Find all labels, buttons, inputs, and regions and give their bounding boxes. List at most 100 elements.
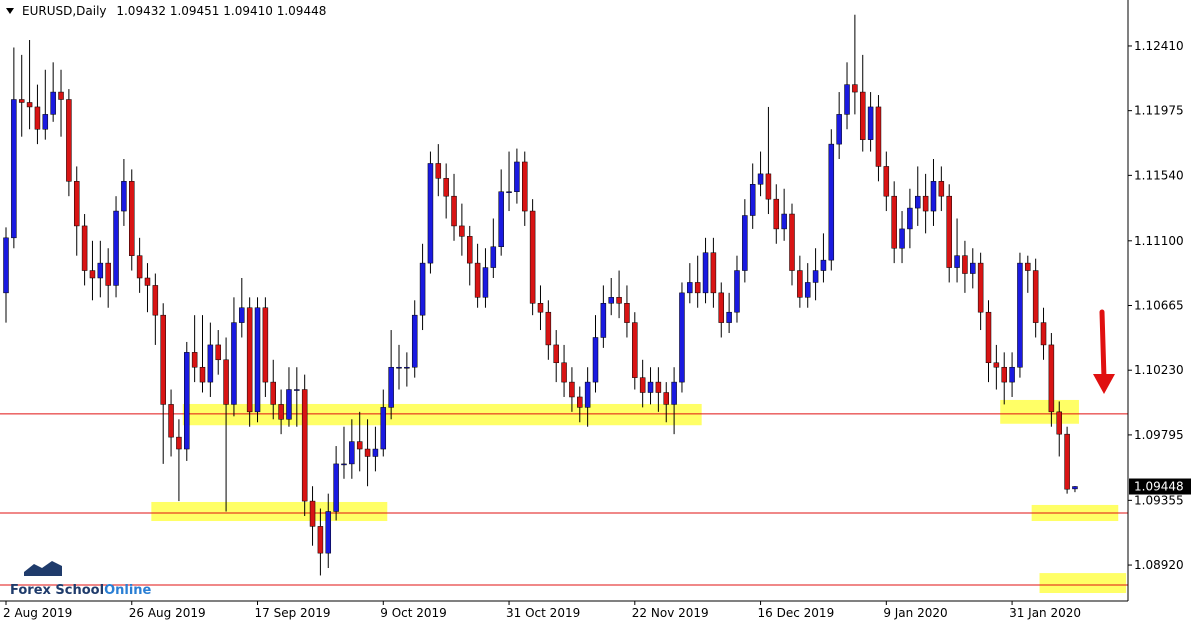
candle-body — [317, 526, 324, 554]
candle-body — [372, 448, 379, 457]
arrow — [1093, 309, 1115, 394]
candle-body — [254, 307, 261, 413]
candle-body — [207, 344, 214, 383]
candle-body — [694, 282, 701, 294]
y-tick-label: 1.11100 — [1134, 234, 1184, 248]
candle-body — [42, 114, 49, 130]
candle-body — [97, 262, 104, 279]
candle-body — [797, 270, 803, 298]
candle-body — [915, 195, 921, 209]
candle-body — [600, 303, 607, 338]
candle-body — [325, 511, 332, 554]
candle-body — [930, 181, 937, 212]
candle-body — [710, 252, 717, 294]
candle-body — [443, 178, 449, 197]
candle-body — [18, 99, 25, 103]
y-tick-label: 1.11540 — [1134, 168, 1184, 182]
candle-body — [184, 352, 190, 450]
open-label: 1.09432 — [116, 4, 166, 18]
candle-body — [168, 404, 174, 438]
candle-body — [121, 181, 127, 212]
candle-body — [50, 91, 56, 115]
y-tick-label: 1.11975 — [1134, 104, 1184, 118]
candle-body — [773, 198, 780, 230]
low-label: 1.09410 — [223, 4, 273, 18]
candle-body — [341, 463, 347, 466]
candle-body — [1072, 486, 1078, 490]
candle-body — [867, 106, 874, 140]
zone — [1000, 399, 1079, 424]
candle-body — [938, 181, 945, 197]
candle-body — [105, 262, 111, 286]
y-tick-label: 1.10230 — [1134, 363, 1184, 377]
candle-body — [160, 314, 166, 405]
candle-body — [427, 163, 434, 264]
candle-body — [459, 225, 465, 237]
x-tick-label: 9 Jan 2020 — [883, 606, 947, 620]
candle-body — [632, 322, 638, 378]
y-tick-label: 1.09355 — [1134, 493, 1184, 507]
candle-body — [58, 91, 64, 100]
candle-body — [993, 362, 1000, 368]
candle-body — [144, 277, 151, 286]
candle-body — [608, 297, 614, 304]
axes: 1.12410 1.11975 1.11540 1.11100 1.10665 1.102… — [3, 39, 1184, 620]
price-tag-label: 1.09448 — [1134, 480, 1184, 494]
candle-body — [89, 270, 96, 279]
y-tick-label: 1.09795 — [1134, 428, 1184, 442]
candle-body — [985, 311, 992, 364]
candle-body — [66, 99, 72, 182]
candle-body — [309, 500, 316, 527]
candle-body — [113, 210, 119, 286]
candle-body — [26, 102, 33, 108]
candle-body — [301, 389, 308, 502]
high-label: 1.09451 — [170, 4, 220, 18]
candle-body — [734, 270, 740, 313]
logo-right: Online — [104, 583, 151, 598]
candle-body — [388, 366, 394, 408]
candle-body — [639, 377, 646, 393]
candle-body — [537, 303, 544, 313]
candle-body — [970, 262, 976, 274]
candle-body — [474, 262, 481, 298]
candle-body — [577, 396, 583, 408]
x-tick-label: 9 Oct 2019 — [380, 606, 447, 620]
candle-body — [687, 282, 693, 294]
candle-body — [616, 297, 622, 304]
candle-body — [561, 362, 567, 383]
candle-body — [364, 448, 371, 457]
candle-body — [1064, 433, 1070, 490]
candle-body — [726, 311, 732, 323]
zone — [182, 403, 702, 426]
candle-body — [742, 215, 748, 271]
candles — [3, 14, 1078, 576]
candle-body — [239, 307, 245, 323]
candle-body — [34, 106, 41, 130]
candle-body — [828, 143, 835, 261]
arrow-shaft — [1099, 309, 1107, 381]
candle-body — [482, 267, 489, 298]
candle-body — [962, 255, 968, 274]
candle-body — [498, 191, 504, 248]
candle-body — [286, 389, 292, 420]
candle-body — [490, 246, 497, 268]
candle-body — [176, 436, 182, 450]
candle-body — [789, 213, 795, 271]
candle-body — [922, 195, 929, 212]
candle-body — [294, 389, 300, 391]
candle-body — [671, 381, 677, 405]
y-tick-label: 1.12410 — [1134, 39, 1184, 53]
y-tick-label: 1.08920 — [1134, 558, 1184, 572]
x-tick-label: 26 Aug 2019 — [129, 606, 206, 620]
candle-body — [804, 282, 811, 298]
candle-body — [1009, 366, 1015, 383]
candle-body — [3, 237, 9, 294]
candle-body — [136, 255, 143, 279]
candle-body — [514, 161, 520, 192]
logo-icon — [24, 561, 62, 576]
candle-body — [349, 441, 355, 465]
candle-body — [1025, 262, 1031, 271]
candle-body — [907, 207, 913, 230]
x-tick-label: 31 Jan 2020 — [1009, 606, 1081, 620]
